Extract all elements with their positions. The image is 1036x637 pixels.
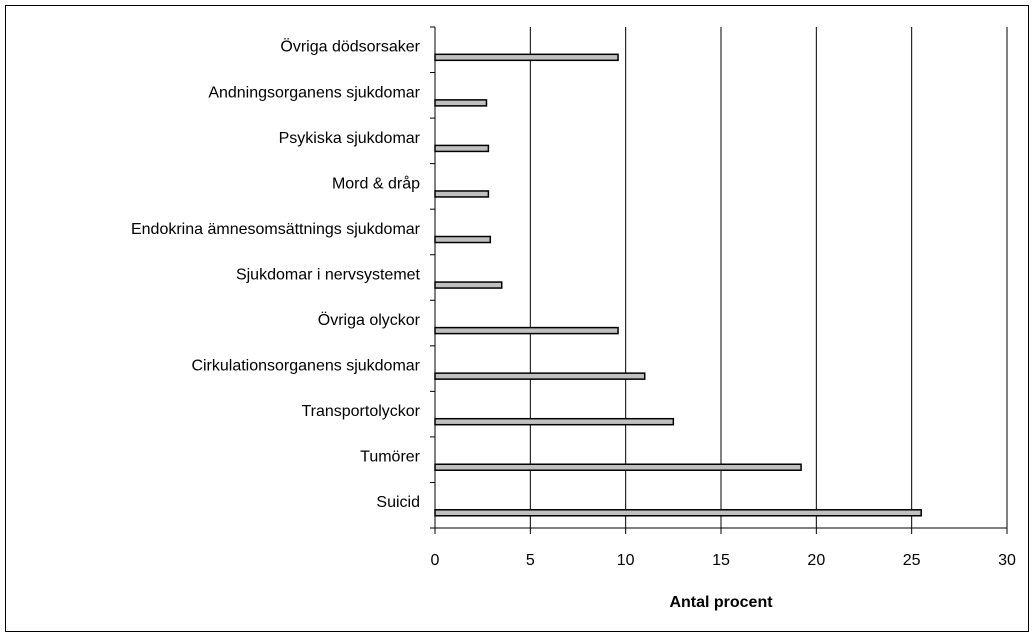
bar — [434, 53, 619, 62]
bar — [434, 99, 488, 107]
y-tick-label: Sjukdomar i nervsystemet — [236, 266, 421, 283]
bar — [434, 372, 646, 380]
y-tick-label: Övriga olyckor — [318, 311, 421, 329]
bar — [434, 190, 490, 198]
y-tick-label: Övriga dödsorsaker — [280, 38, 420, 56]
x-tick-label: 20 — [807, 552, 825, 569]
y-tick-label: Transportolyckor — [301, 403, 420, 420]
bar — [434, 463, 802, 471]
bar — [434, 235, 492, 244]
x-tick-label: 30 — [998, 552, 1016, 569]
bar — [434, 144, 490, 153]
y-tick-label: Suicid — [376, 494, 420, 511]
y-tick-label: Andningsorganens sjukdomar — [208, 84, 420, 101]
bar — [434, 509, 922, 517]
chart-border — [5, 5, 1029, 632]
bar — [434, 281, 503, 289]
x-tick-label: 10 — [617, 552, 635, 569]
x-axis-title: Antal procent — [669, 594, 773, 611]
bar — [434, 326, 619, 335]
x-tick-label: 0 — [431, 552, 440, 569]
y-tick-label: Endokrina ämnesomsättnings sjukdomar — [131, 221, 421, 238]
x-tick-label: 25 — [903, 552, 921, 569]
y-tick-label: Psykiska sjukdomar — [279, 130, 421, 147]
y-tick-label: Tumörer — [360, 449, 421, 466]
x-tick-label: 15 — [712, 552, 730, 569]
x-tick-label: 5 — [526, 552, 535, 569]
bar — [434, 417, 675, 426]
y-tick-label: Cirkulationsorganens sjukdomar — [191, 358, 420, 375]
y-tick-label: Mord & dråp — [332, 174, 420, 192]
